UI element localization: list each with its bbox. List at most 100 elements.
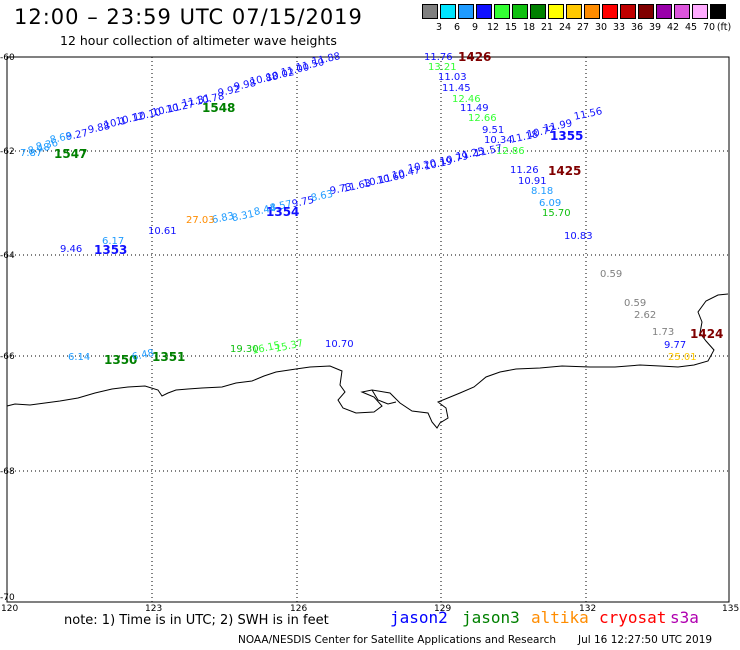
pass-time-label: 1424 bbox=[690, 327, 724, 341]
legend-unit: (ft) bbox=[716, 22, 732, 33]
legend-label: 30 bbox=[594, 22, 608, 33]
latitude-label: -68 bbox=[0, 467, 15, 477]
pass-time-label: 1426 bbox=[458, 50, 492, 64]
wave-height-label: 12.66 bbox=[468, 113, 497, 124]
wave-height-label: 9.46 bbox=[60, 244, 83, 255]
generation-timestamp: Jul 16 12:27:50 UTC 2019 bbox=[578, 634, 713, 646]
legend-swatch bbox=[602, 4, 618, 19]
latitude-label: -62 bbox=[0, 147, 15, 157]
legend-swatch bbox=[620, 4, 636, 19]
legend-swatch bbox=[710, 4, 726, 19]
wave-height-label: 12.46 bbox=[452, 94, 481, 105]
longitude-label: 123 bbox=[145, 604, 162, 614]
latitude-label: -66 bbox=[0, 352, 15, 362]
legend-swatch bbox=[548, 4, 564, 19]
legend-swatch bbox=[584, 4, 600, 19]
legend-label: 45 bbox=[684, 22, 698, 33]
pass-time-label: 1425 bbox=[548, 164, 582, 178]
pass-time-label: 1548 bbox=[202, 101, 236, 115]
legend-label: 33 bbox=[612, 22, 626, 33]
latitude-label: -70 bbox=[0, 593, 15, 603]
pass-time-label: 1355 bbox=[550, 129, 584, 143]
pass-time-label: 1353 bbox=[94, 243, 128, 257]
wave-height-label: 9.51 bbox=[482, 125, 505, 136]
wave-height-label: 0.59 bbox=[624, 298, 647, 309]
satellite-altika: altika bbox=[531, 608, 589, 627]
satellite-jason3: jason3 bbox=[462, 608, 520, 627]
wave-height-label: 10.91 bbox=[518, 176, 547, 187]
longitude-label: 129 bbox=[434, 604, 451, 614]
map-grid bbox=[7, 57, 729, 602]
legend-label: 24 bbox=[558, 22, 572, 33]
pass-time-label: 1547 bbox=[54, 147, 88, 161]
legend-swatch bbox=[512, 4, 528, 19]
legend-label: 18 bbox=[522, 22, 536, 33]
legend-swatch bbox=[638, 4, 654, 19]
wave-height-label: 11.76 bbox=[424, 52, 453, 63]
legend-swatch bbox=[494, 4, 510, 19]
longitude-label: 132 bbox=[579, 604, 596, 614]
wave-height-label: 11.49 bbox=[460, 103, 489, 114]
wave-height-label: 6.17 bbox=[102, 236, 125, 247]
longitude-label: 120 bbox=[1, 604, 18, 614]
wave-height-label: 10.70 bbox=[325, 339, 354, 350]
wave-height-label: 10.83 bbox=[564, 231, 593, 242]
legend-label: 21 bbox=[540, 22, 554, 33]
legend-label: 70 bbox=[702, 22, 716, 33]
longitude-label: 126 bbox=[290, 604, 307, 614]
wave-height-label: 1.73 bbox=[652, 327, 675, 338]
wave-height-label: 25.01 bbox=[668, 352, 697, 363]
legend-label: 39 bbox=[648, 22, 662, 33]
legend-label: 42 bbox=[666, 22, 680, 33]
legend-swatch bbox=[566, 4, 582, 19]
wave-height-label: 11.26 bbox=[510, 165, 539, 176]
map-subtitle: 12 hour collection of altimeter wave hei… bbox=[60, 33, 337, 48]
legend-label: 12 bbox=[486, 22, 500, 33]
wave-height-label: 27.03 bbox=[186, 215, 215, 226]
wave-height-label: 11.45 bbox=[442, 83, 471, 94]
legend-label: 15 bbox=[504, 22, 518, 33]
legend-label: 3 bbox=[435, 22, 443, 33]
longitude-label: 135 bbox=[722, 604, 739, 614]
wave-height-label: 6.09 bbox=[539, 198, 562, 209]
legend-swatch bbox=[674, 4, 690, 19]
wave-height-label: 9.77 bbox=[664, 340, 687, 351]
satellite-cryosat: cryosat bbox=[599, 608, 667, 627]
satellite-s3a: s3a bbox=[670, 608, 699, 627]
legend-swatch bbox=[440, 4, 456, 19]
legend-label: 27 bbox=[576, 22, 590, 33]
wave-height-label: 19.30 bbox=[230, 344, 259, 355]
latitude-label: -64 bbox=[0, 251, 15, 261]
wave-height-label: 6.14 bbox=[68, 352, 91, 363]
map-title: 12:00 – 23:59 UTC 07/15/2019 bbox=[14, 5, 363, 29]
legend-swatch bbox=[422, 4, 438, 19]
wave-height-label: 11.03 bbox=[438, 72, 467, 83]
wave-height-label: 8.18 bbox=[531, 186, 554, 197]
coastline bbox=[6, 293, 729, 429]
legend-swatch bbox=[476, 4, 492, 19]
wave-height-label: 12.86 bbox=[496, 146, 525, 157]
wave-height-label: 0.59 bbox=[600, 269, 623, 280]
legend-label: 9 bbox=[471, 22, 479, 33]
wave-height-label: 13.21 bbox=[428, 62, 457, 73]
coastline-inlet bbox=[371, 389, 397, 405]
credit-text: NOAA/NESDIS Center for Satellite Applica… bbox=[238, 634, 556, 646]
pass-time-label: 1351 bbox=[152, 350, 186, 364]
footer-note: note: 1) Time is in UTC; 2) SWH is in fe… bbox=[64, 613, 329, 628]
legend-swatch bbox=[692, 4, 708, 19]
color-legend bbox=[422, 4, 728, 19]
wave-height-label: 7.87 bbox=[20, 148, 43, 159]
map-frame bbox=[6, 56, 730, 603]
wave-height-label: 10.61 bbox=[148, 226, 177, 237]
wave-height-label: 2.62 bbox=[634, 310, 657, 321]
wave-height-label: 10.34 bbox=[484, 135, 513, 146]
pass-time-label: 1354 bbox=[266, 205, 300, 219]
legend-swatch bbox=[656, 4, 672, 19]
legend-label: 6 bbox=[453, 22, 461, 33]
legend-swatch bbox=[458, 4, 474, 19]
legend-label: 36 bbox=[630, 22, 644, 33]
legend-swatch bbox=[530, 4, 546, 19]
pass-time-label: 1350 bbox=[104, 353, 138, 367]
wave-height-label: 15.70 bbox=[542, 208, 571, 219]
